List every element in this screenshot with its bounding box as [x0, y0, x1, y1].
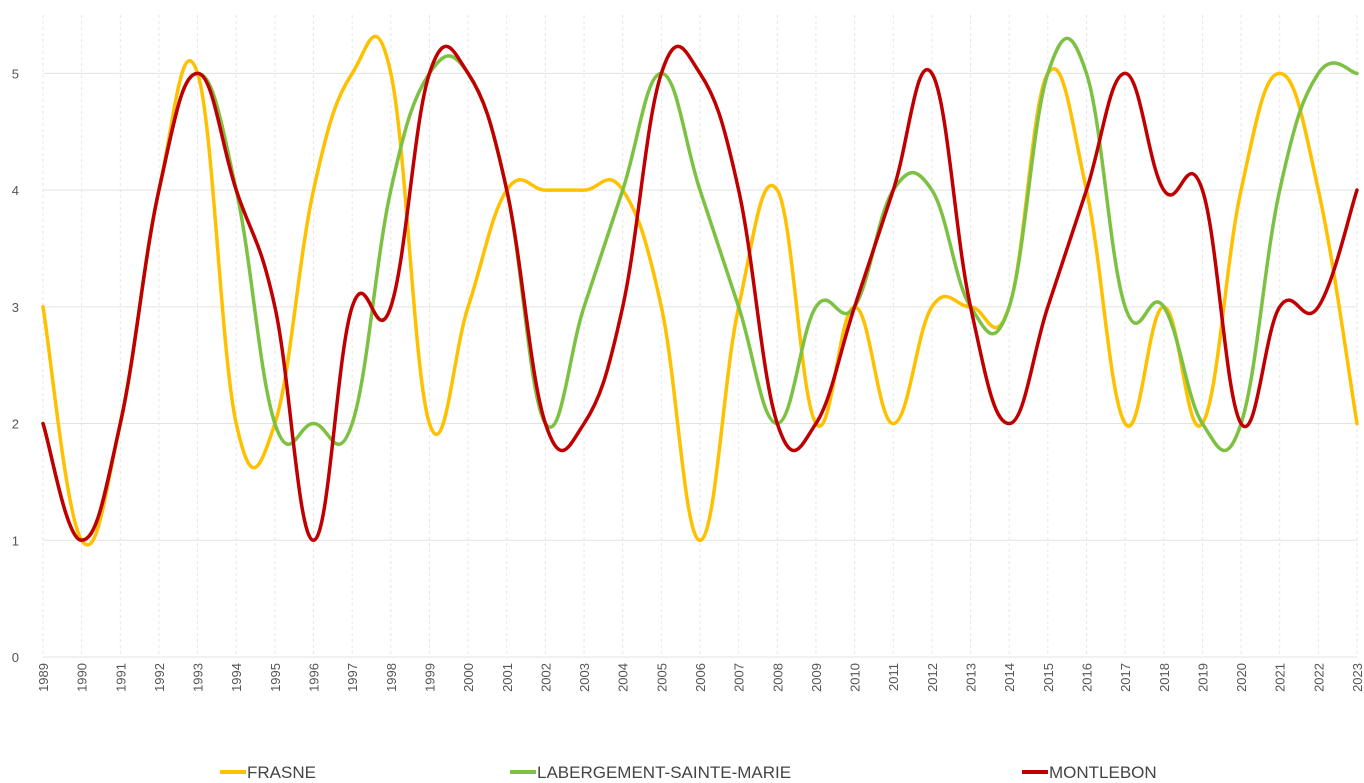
x-tick-label: 1992: [152, 663, 167, 692]
y-tick-label: 1: [12, 533, 19, 548]
x-tick-label: 1993: [191, 663, 206, 692]
legend-label: MONTLEBON: [1049, 763, 1157, 782]
x-tick-label: 1994: [229, 663, 244, 692]
x-tick-label: 2014: [1002, 663, 1017, 692]
x-tick-label: 2011: [886, 663, 901, 691]
legend: FRASNE LABERGEMENT-SAINTE-MARIE MONTLEBON: [220, 763, 1157, 782]
x-tick-label: 2001: [500, 663, 515, 692]
legend-item-montlebon: MONTLEBON: [1022, 763, 1157, 782]
series-line-labergement-sainte-marie: [41, 36, 1359, 543]
y-tick-label: 5: [12, 66, 19, 81]
x-tick-label: 2000: [461, 663, 476, 692]
x-tick-label: 1997: [345, 663, 360, 692]
series-line-montlebon: [41, 44, 1359, 543]
x-tick-label: 2005: [654, 663, 669, 692]
grid: [42, 15, 1358, 658]
x-tick-label: 2020: [1234, 663, 1249, 692]
x-tick-label: 2009: [809, 663, 824, 692]
legend-item-labergement-sainte-marie: LABERGEMENT-SAINTE-MARIE: [510, 763, 791, 782]
x-tick-label: 2023: [1350, 663, 1364, 692]
x-tick-label: 1989: [36, 663, 51, 692]
y-tick-label: 4: [12, 183, 19, 198]
legend-item-frasne: FRASNE: [220, 763, 316, 782]
x-tick-label: 2004: [616, 663, 631, 692]
x-tick-label: 1991: [113, 663, 128, 692]
x-tick-label: 2003: [577, 663, 592, 692]
y-tick-label: 2: [12, 417, 19, 432]
x-tick-label: 2006: [693, 663, 708, 692]
x-tick-label: 2010: [848, 663, 863, 692]
legend-label: LABERGEMENT-SAINTE-MARIE: [537, 763, 791, 782]
y-axis: 0 1 2 3 4 5: [12, 66, 19, 665]
x-tick-label: 2002: [538, 663, 553, 692]
y-tick-label: 3: [12, 300, 19, 315]
y-tick-label: 0: [12, 650, 19, 665]
x-tick-label: 2021: [1273, 663, 1288, 692]
series-line-frasne: [41, 34, 1359, 547]
x-tick-label: 1996: [307, 663, 322, 692]
x-tick-label: 2015: [1041, 663, 1056, 692]
x-tick-label: 2008: [770, 663, 785, 692]
x-tick-label: 2013: [964, 663, 979, 692]
x-tick-label: 1999: [422, 663, 437, 692]
series-lines: [41, 34, 1359, 547]
x-tick-label: 2019: [1195, 663, 1210, 692]
x-axis: 1989 1990 1991 1992 1993 1994 1995 1996 1997 1998…: [36, 663, 1364, 692]
x-tick-label: 2022: [1311, 663, 1326, 692]
x-tick-label: 2012: [925, 663, 940, 692]
legend-label: FRASNE: [247, 763, 316, 782]
x-tick-label: 2016: [1079, 663, 1094, 692]
x-tick-label: 2018: [1157, 663, 1172, 692]
x-tick-label: 2007: [732, 663, 747, 692]
x-tick-label: 1995: [268, 663, 283, 692]
x-tick-label: 1990: [75, 663, 90, 692]
x-tick-label: 2017: [1118, 663, 1133, 692]
x-tick-label: 1998: [384, 663, 399, 692]
